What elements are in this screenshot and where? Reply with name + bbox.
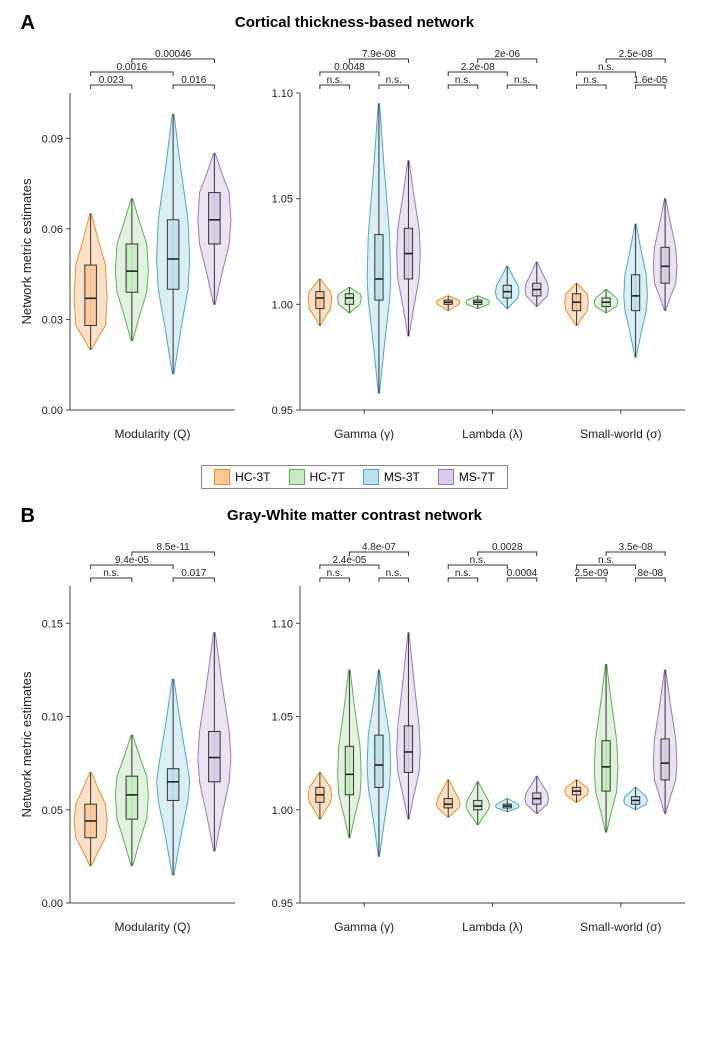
svg-text:n.s.: n.s. [598, 555, 614, 566]
svg-text:0.0028: 0.0028 [491, 542, 522, 553]
svg-text:Lambda (λ): Lambda (λ) [462, 920, 523, 934]
svg-text:1.10: 1.10 [271, 618, 292, 630]
legend-item: HC-7T [289, 469, 345, 485]
legend-label: HC-7T [310, 470, 345, 484]
svg-text:n.s.: n.s. [326, 568, 342, 579]
svg-text:2.2e-08: 2.2e-08 [460, 62, 494, 73]
svg-text:8.5e-11: 8.5e-11 [156, 542, 190, 553]
svg-text:n.s.: n.s. [513, 75, 529, 86]
svg-text:1.00: 1.00 [271, 299, 292, 311]
svg-text:0.03: 0.03 [41, 314, 62, 326]
svg-text:0.016: 0.016 [181, 75, 206, 86]
panel-letter: B [21, 505, 35, 528]
svg-text:n.s.: n.s. [385, 75, 401, 86]
svg-text:n.s.: n.s. [385, 568, 401, 579]
svg-text:3.5e-08: 3.5e-08 [618, 542, 652, 553]
legend-swatch [289, 469, 305, 485]
svg-text:Small-world (σ): Small-world (σ) [580, 427, 661, 441]
svg-text:0.017: 0.017 [181, 568, 206, 579]
svg-text:Gamma (γ): Gamma (γ) [334, 920, 394, 934]
svg-text:0.00046: 0.00046 [155, 49, 192, 60]
svg-text:1.05: 1.05 [271, 194, 292, 206]
svg-text:0.10: 0.10 [41, 712, 62, 724]
svg-text:0.05: 0.05 [41, 805, 62, 817]
svg-text:8e-08: 8e-08 [637, 568, 663, 579]
svg-text:0.0016: 0.0016 [116, 62, 147, 73]
panel-title: Gray-White matter contrast network [15, 507, 695, 524]
subplot-right: 0.95 1.00 1.05 1.10 n.s. n.s. 2.4e-05 4.8e-07 Ga… [245, 528, 695, 948]
subplot-left: 0.00 0.03 0.06 0.09 Network metric estimates… [15, 35, 245, 455]
svg-text:0.0048: 0.0048 [334, 62, 365, 73]
svg-text:4.8e-07: 4.8e-07 [361, 542, 395, 553]
svg-text:2.5e-08: 2.5e-08 [618, 49, 652, 60]
svg-text:0.95: 0.95 [271, 405, 292, 417]
panel-title: Cortical thickness-based network [15, 14, 695, 31]
legend-swatch [214, 469, 230, 485]
svg-text:Small-world (σ): Small-world (σ) [580, 920, 661, 934]
legend-label: HC-3T [235, 470, 270, 484]
legend: HC-3T HC-7T MS-3T MS-7T [201, 465, 508, 489]
svg-text:2.5e-09: 2.5e-09 [574, 568, 608, 579]
panel-A: ACortical thickness-based network0.000.0… [15, 10, 695, 455]
legend-label: MS-3T [384, 470, 420, 484]
svg-text:0.0004: 0.0004 [506, 568, 537, 579]
figure: ACortical thickness-based network0.000.0… [0, 0, 709, 968]
svg-text:1.10: 1.10 [271, 88, 292, 100]
subplot-right: 0.95 1.00 1.05 1.10 n.s. n.s. 0.0048 7.9e-08 Gam… [245, 35, 695, 455]
svg-text:n.s.: n.s. [454, 568, 470, 579]
panel-B: BGray-White matter contrast network0.000… [15, 503, 695, 948]
legend-item: MS-7T [438, 469, 495, 485]
svg-text:2e-06: 2e-06 [494, 49, 520, 60]
subplot-left: 0.00 0.05 0.10 0.15 Network metric estimates… [15, 528, 245, 948]
panel-letter: A [21, 12, 35, 35]
svg-text:Lambda (λ): Lambda (λ) [462, 427, 523, 441]
svg-text:2.4e-05: 2.4e-05 [332, 555, 366, 566]
svg-text:0.15: 0.15 [41, 618, 62, 630]
legend-swatch [438, 469, 454, 485]
svg-text:n.s.: n.s. [326, 75, 342, 86]
svg-text:Modularity (Q): Modularity (Q) [114, 427, 190, 441]
svg-text:0.023: 0.023 [98, 75, 123, 86]
legend-item: MS-3T [363, 469, 420, 485]
svg-text:n.s.: n.s. [469, 555, 485, 566]
svg-text:n.s.: n.s. [103, 568, 119, 579]
legend-item: HC-3T [214, 469, 270, 485]
svg-text:0.09: 0.09 [41, 133, 62, 145]
svg-text:n.s.: n.s. [598, 62, 614, 73]
svg-text:n.s.: n.s. [454, 75, 470, 86]
svg-text:0.06: 0.06 [41, 224, 62, 236]
legend-label: MS-7T [459, 470, 495, 484]
svg-text:0.00: 0.00 [41, 405, 62, 417]
svg-text:Network metric estimates: Network metric estimates [19, 178, 34, 324]
svg-text:1.00: 1.00 [271, 805, 292, 817]
svg-text:9.4e-05: 9.4e-05 [114, 555, 148, 566]
svg-text:Network metric estimates: Network metric estimates [19, 671, 34, 817]
svg-text:7.9e-08: 7.9e-08 [361, 49, 395, 60]
svg-text:0.95: 0.95 [271, 898, 292, 910]
svg-text:1.6e-05: 1.6e-05 [633, 75, 667, 86]
legend-swatch [363, 469, 379, 485]
svg-text:1.05: 1.05 [271, 712, 292, 724]
svg-text:Gamma (γ): Gamma (γ) [334, 427, 394, 441]
svg-text:Modularity (Q): Modularity (Q) [114, 920, 190, 934]
svg-text:0.00: 0.00 [41, 898, 62, 910]
svg-text:n.s.: n.s. [583, 75, 599, 86]
